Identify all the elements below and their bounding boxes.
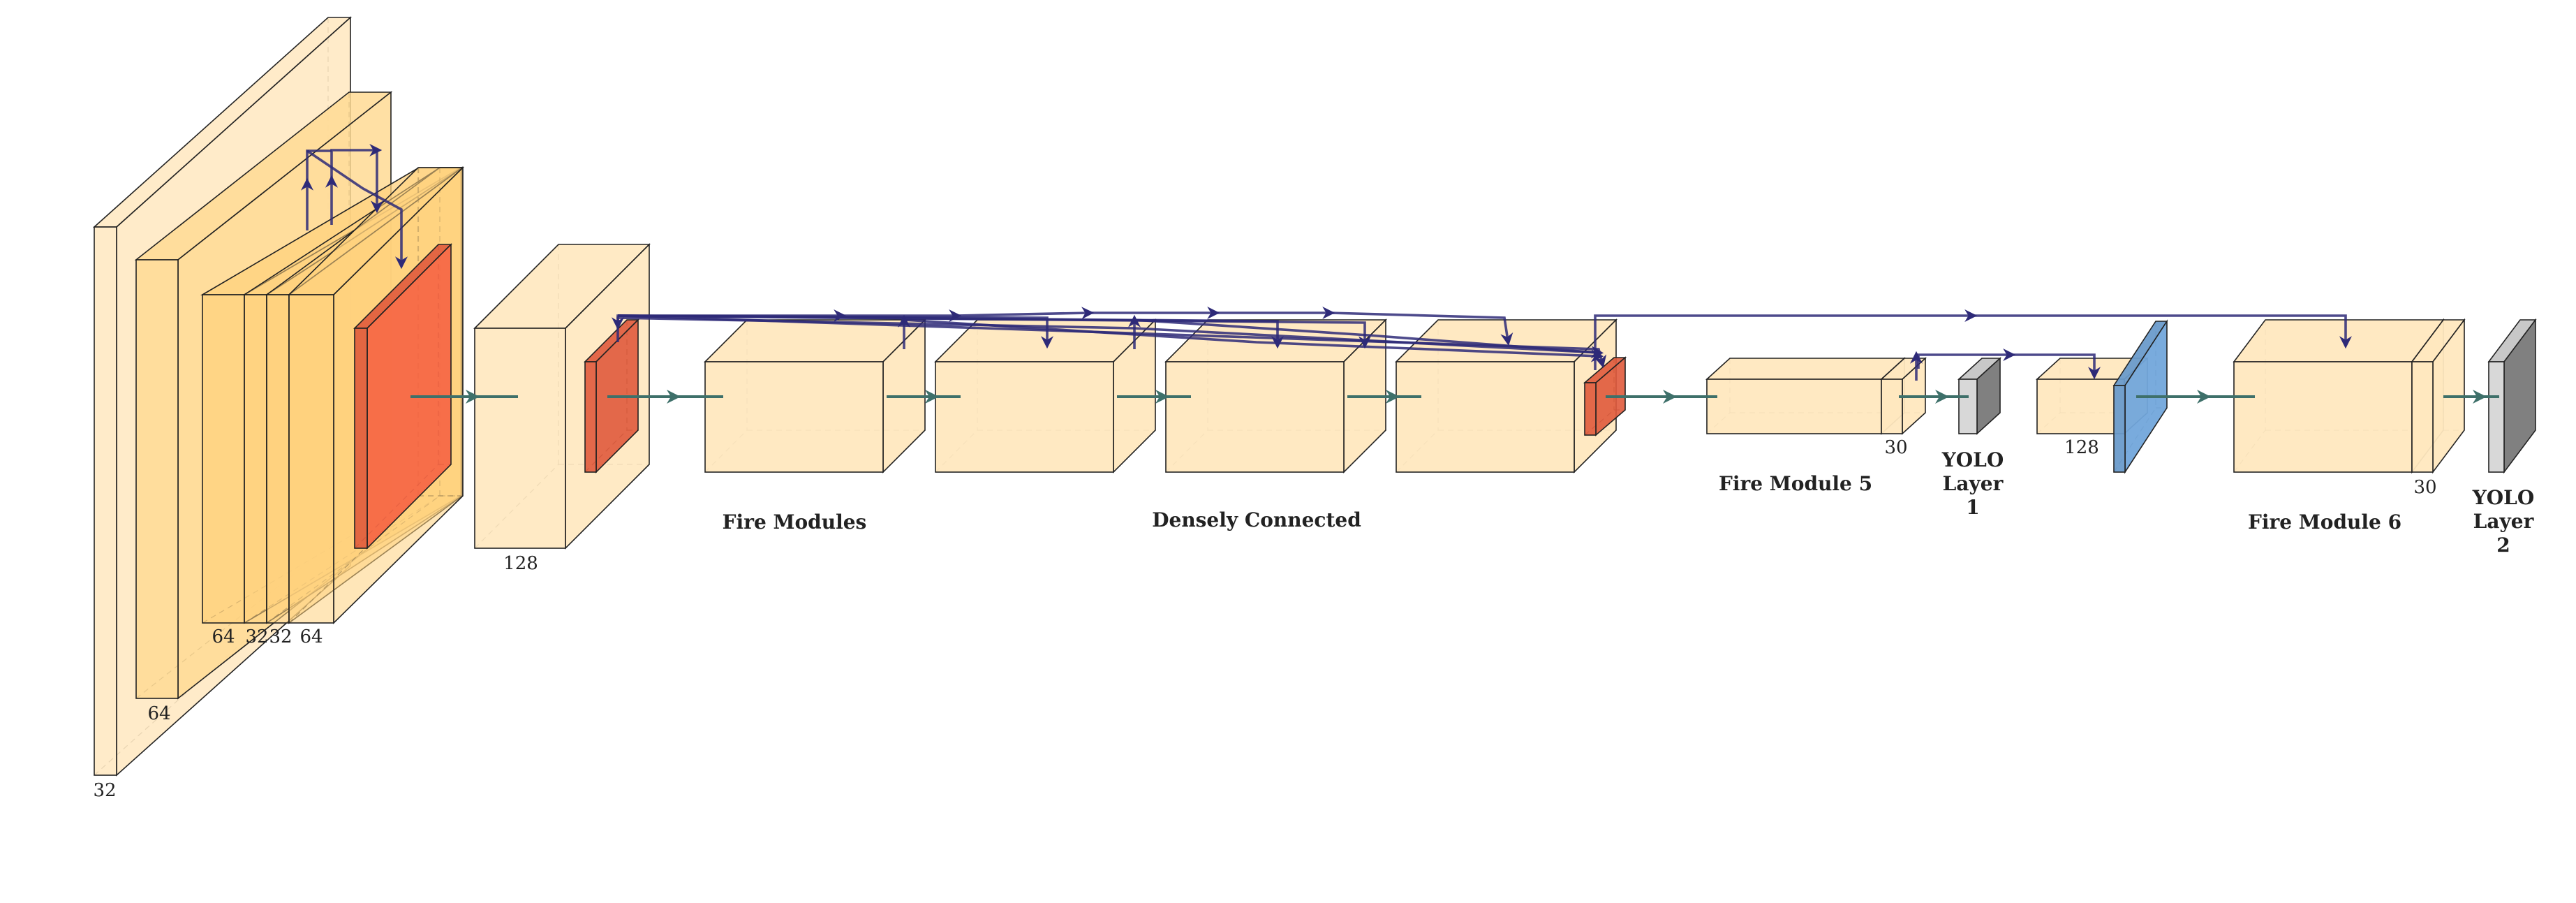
fire-module-1-front: [704, 361, 884, 473]
fire-module-6-top: [2233, 319, 2445, 362]
conv-block-128-a-front: [474, 328, 566, 549]
layer-blocks: [92, 16, 2537, 777]
caption-yolo1-line2: Layer: [1943, 472, 2004, 495]
caption-yolo1-line3: 1: [1966, 496, 1979, 519]
fire-module-4-front: [1396, 361, 1575, 473]
fire-module-5-front: [1706, 379, 1882, 434]
dim-label-64-c: 64: [212, 626, 235, 647]
dim-label-128-a: 128: [503, 553, 538, 574]
conn-to-upsample: [2011, 353, 2101, 380]
caption-yolo2-line3: 2: [2496, 534, 2510, 557]
caption-fire-modules: Fire Modules: [723, 511, 867, 534]
conv-block-64-f-front: [288, 294, 334, 624]
skip-connections: [301, 144, 2352, 381]
conv-block-32-e-front: [266, 294, 290, 624]
conn-fire1-top: [330, 144, 383, 180]
yolo-layer-1-front: [1958, 379, 1978, 434]
dense-main-3: [956, 307, 1095, 320]
dense-f2-diag: [903, 318, 1604, 362]
dim-label-input-32: 32: [93, 780, 116, 801]
fire-module-2-front: [935, 361, 1114, 473]
conn-to-fire6-b: [1972, 314, 2352, 349]
dense-f3-diag: [1134, 318, 1604, 359]
dim-label-30-b: 30: [2413, 477, 2436, 498]
dense-main-6: [1329, 311, 1513, 346]
input-block-32-front: [94, 226, 117, 776]
caption-yolo1-line1: YOLO: [1941, 448, 2004, 471]
dim-label-30-a: 30: [1884, 437, 1907, 458]
pool-block-1-front: [354, 328, 368, 549]
conn-fire1-down: [306, 149, 408, 270]
labels: 32 64 64 32 32 64 128 Fire Modules Dense…: [93, 437, 2534, 801]
dense-to-f4: [617, 314, 1371, 349]
dim-label-32-e: 32: [269, 626, 292, 647]
caption-densely-connected: Densely Connected: [1152, 508, 1361, 531]
caption-yolo2-line2: Layer: [2473, 510, 2535, 533]
dim-label-128-b: 128: [2064, 437, 2099, 458]
upsample-block-front: [2113, 385, 2126, 473]
conv-block-64-b-front: [135, 259, 179, 699]
fire-module-6-tail-front: [2411, 361, 2434, 473]
dense-pool2-back: [612, 316, 1599, 354]
dim-label-64-b: 64: [147, 703, 170, 724]
caption-fire-module-6: Fire Module 6: [2248, 511, 2401, 534]
conn-fire1-bridge: [306, 149, 332, 183]
fire-module-1: [704, 318, 926, 473]
yolo-layer-2-front: [2488, 361, 2505, 473]
caption-yolo2-line1: YOLO: [2472, 486, 2534, 509]
caption-fire-module-5: Fire Module 5: [1719, 472, 1872, 495]
dim-label-32-d: 32: [245, 626, 268, 647]
dim-label-64-f: 64: [299, 626, 323, 647]
pool-block-3-front: [1584, 382, 1597, 436]
fire-module-3-front: [1165, 361, 1345, 473]
conn-to-fire6-a: [1594, 309, 1978, 370]
fire-module-5-top: [1705, 358, 1907, 380]
pool-block-1: [353, 243, 452, 550]
yolo-layer-2: [2487, 318, 2537, 474]
conv-block-64-c-front: [202, 294, 245, 624]
fire-module-6-front: [2233, 361, 2413, 473]
conv-block-128-b-front: [2036, 379, 2125, 434]
pool-block-2-front: [584, 361, 597, 473]
fire-module-5: [1705, 357, 1907, 435]
fire-module-5-tail-front: [1881, 379, 1903, 434]
conv-block-32-d-front: [244, 294, 267, 624]
yolo-layer-1: [1957, 357, 2002, 435]
